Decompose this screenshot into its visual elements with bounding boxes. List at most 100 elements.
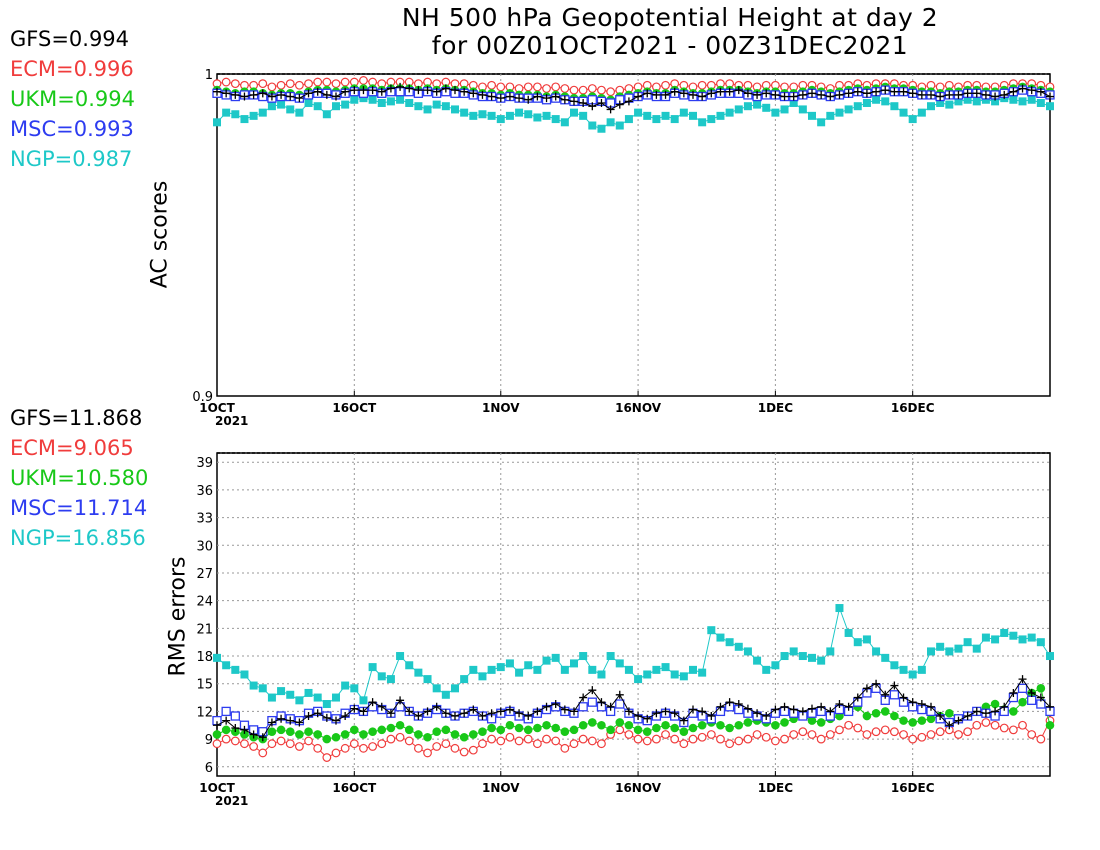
rms-point-gfs — [570, 707, 578, 716]
rms-point-ukm — [267, 727, 277, 737]
rms-point-ecm — [935, 727, 945, 737]
rms-point-ukm — [386, 723, 396, 733]
ac-point-ngp — [496, 115, 505, 124]
rms-point-gfs — [441, 709, 450, 718]
rms-point-ukm — [533, 723, 542, 733]
rms-point-ngp — [789, 647, 798, 656]
rms-point-ngp — [1036, 638, 1045, 647]
rms-point-gfs — [679, 716, 688, 725]
ac-x-tick-label: 1DEC — [758, 401, 794, 415]
rms-point-ukm — [990, 699, 1000, 709]
rms-point-ecm — [615, 725, 625, 735]
rms-point-ukm — [945, 708, 954, 718]
ac-point-ecm — [294, 80, 304, 90]
rms-point-gfs — [1000, 702, 1009, 711]
ac-point-ngp — [652, 115, 661, 124]
rms-point-ecm — [835, 725, 844, 735]
rms-point-ngp — [304, 688, 313, 697]
rms-point-ukm — [917, 716, 927, 725]
ac-point-gfs — [972, 89, 981, 98]
rms-point-gfs — [936, 712, 945, 721]
rms-point-gfs — [927, 702, 935, 711]
rms-point-ecm — [679, 739, 689, 749]
rms-x-tick-label: 16DEC — [891, 781, 935, 795]
rms-point-gfs — [359, 707, 368, 716]
rms-point-gfs — [377, 702, 386, 711]
ac-point-ngp — [872, 95, 881, 104]
rms-point-ngp — [753, 656, 762, 665]
rms-point-gfs — [698, 707, 707, 716]
rms-point-ngp — [652, 665, 661, 674]
ac-point-gfs — [295, 94, 304, 103]
rms-point-gfs — [213, 721, 221, 730]
rms-point-ukm — [414, 730, 423, 739]
ac-point-ngp — [643, 111, 652, 120]
rms-point-ngp — [872, 647, 881, 656]
rms-point-ngp — [881, 653, 890, 662]
ac-point-ngp — [588, 121, 597, 130]
rms-point-ngp — [258, 684, 267, 693]
rms-point-ngp — [981, 633, 990, 642]
rms-point-ecm — [340, 743, 350, 753]
ac-point-gfs — [405, 84, 414, 93]
ac-score-ukm: UKM=0.994 — [10, 87, 135, 111]
ac-score-gfs: GFS=0.994 — [10, 27, 130, 51]
rms-point-ngp — [469, 665, 478, 674]
rms-point-gfs — [304, 712, 313, 721]
ac-point-ecm — [587, 84, 597, 93]
rms-point-ecm — [304, 736, 313, 746]
ac-point-ngp — [945, 100, 954, 109]
rms-point-ecm — [716, 734, 725, 744]
rms-point-gfs — [350, 704, 359, 713]
rms-point-gfs — [771, 705, 780, 714]
rms-point-ngp — [1000, 628, 1009, 637]
ac-point-gfs — [771, 90, 780, 99]
rms-x-tick-label: 1DEC — [758, 781, 794, 795]
ac-point-gfs — [679, 89, 688, 98]
ac-point-gfs — [322, 90, 331, 99]
rms-point-ukm — [661, 720, 670, 730]
rms-point-ngp — [725, 638, 734, 647]
rms-point-ngp — [927, 647, 935, 656]
ac-point-gfs — [460, 87, 469, 96]
rms-point-gfs — [844, 702, 853, 711]
rms-point-ecm — [569, 739, 579, 749]
ac-point-gfs — [963, 89, 972, 98]
rms-y-tick-label: 9 — [205, 733, 213, 748]
ac-point-gfs — [588, 102, 597, 111]
ac-point-ngp — [1009, 95, 1018, 104]
ac-point-gfs — [890, 87, 899, 96]
rms-point-gfs — [423, 707, 432, 716]
rms-point-ukm — [514, 723, 524, 733]
ac-point-gfs — [213, 87, 221, 96]
rms-point-gfs — [1027, 688, 1036, 697]
rms-point-ecm — [633, 734, 643, 744]
rms-point-ngp — [991, 635, 1000, 644]
rms-point-ecm — [844, 720, 854, 730]
rms-point-gfs — [670, 709, 679, 718]
rms-point-ukm — [322, 734, 332, 744]
rms-point-ecm — [670, 734, 680, 744]
ac-x-tick-label: 1NOV — [482, 401, 520, 415]
rms-point-ngp — [945, 647, 954, 656]
ac-point-gfs — [606, 105, 615, 114]
rms-point-gfs — [267, 718, 276, 727]
rms-point-gfs — [277, 714, 286, 723]
ac-point-ngp — [835, 108, 844, 117]
ac-point-ecm — [285, 79, 295, 89]
rms-point-gfs — [991, 707, 1000, 716]
rms-point-ngp — [670, 670, 679, 679]
rms-point-ukm — [588, 718, 597, 727]
rms-point-ngp — [505, 659, 514, 668]
rms-point-ngp — [213, 653, 221, 662]
rms-point-ukm — [340, 730, 350, 739]
rms-point-ukm — [624, 720, 634, 730]
rms-point-msc — [889, 690, 900, 700]
ac-point-gfs — [478, 90, 487, 99]
rms-point-gfs — [862, 684, 871, 693]
rms-point-ngp — [817, 656, 826, 665]
rms-point-gfs — [524, 712, 533, 721]
ac-point-ecm — [487, 80, 497, 90]
rms-point-gfs — [908, 698, 917, 707]
rms-point-ecm — [706, 730, 716, 739]
